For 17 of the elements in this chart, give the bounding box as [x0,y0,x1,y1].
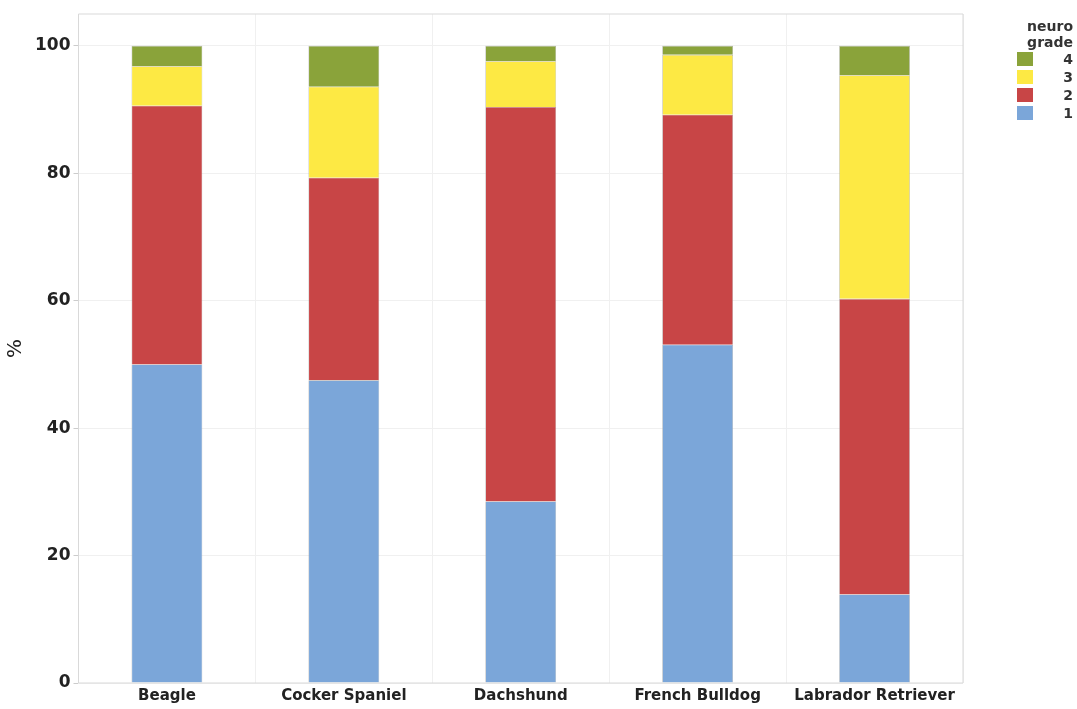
y-axis-title: % [2,338,27,359]
y-tick-label: 100 [34,34,71,55]
legend-label: 1 [1063,105,1073,121]
legend-label: 3 [1063,69,1073,85]
x-tick-label: French Bulldog [634,685,761,704]
x-tick-label: Cocker Spaniel [281,685,407,704]
y-tick-label: 0 [58,671,71,692]
x-tick-label: Dachshund [473,685,568,704]
x-tick-label: Labrador Retriever [794,685,956,704]
x-tick-label: Beagle [138,685,196,704]
legend-label: 2 [1063,87,1073,103]
y-tick-label: 60 [46,289,71,310]
legend-title: neuro grade [1026,18,1073,50]
y-tick-label: 20 [46,543,71,564]
y-tick-label: 40 [46,416,71,437]
legend-label: 4 [1063,51,1073,67]
y-tick-label: 80 [46,161,71,182]
